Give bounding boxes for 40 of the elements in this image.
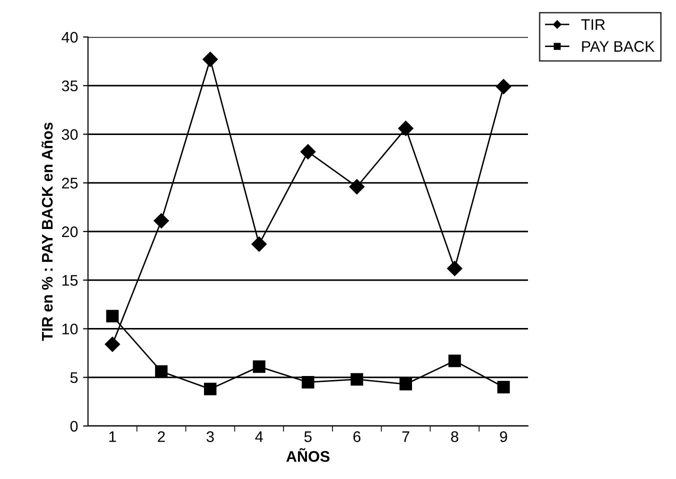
y-tick-label: 5: [70, 372, 78, 384]
point: [497, 380, 510, 394]
x-tick-label: 9: [500, 431, 508, 442]
point: [106, 310, 119, 322]
point: [448, 354, 461, 368]
point: [447, 260, 462, 276]
point: [252, 360, 266, 373]
point: [302, 376, 314, 388]
point: [300, 144, 316, 160]
x-tick-label: 2: [158, 431, 165, 442]
x-tick-label: 4: [255, 431, 263, 442]
y-tick-label: 40: [62, 32, 78, 43]
x-axis-title: AÑOS: [286, 448, 330, 462]
x-tick-label: 8: [451, 431, 458, 442]
legend-label: TIR: [581, 19, 605, 30]
y-tick-label: 30: [62, 129, 78, 140]
point: [252, 236, 267, 252]
y-axis-title: TIR en % : PAY BACK en Años: [42, 122, 53, 341]
legend-label: PAY BACK: [582, 41, 655, 52]
point: [400, 378, 412, 390]
y-tick-label: 10: [62, 324, 78, 334]
point: [496, 79, 512, 94]
y-tick-label: 25: [62, 178, 78, 189]
point: [104, 336, 120, 352]
point: [155, 365, 168, 378]
x-tick-label: 1: [109, 431, 116, 442]
point: [349, 179, 364, 194]
point: [350, 373, 364, 386]
point: [398, 120, 414, 136]
x-tick-label: 5: [304, 431, 312, 442]
point: [154, 213, 169, 228]
point: [202, 52, 218, 67]
y-tick-label: 0: [70, 420, 78, 432]
x-tick-label: 6: [353, 431, 360, 442]
x-tick-label: 7: [402, 431, 410, 442]
y-tick-label: 15: [62, 275, 78, 286]
y-tick-label: 35: [62, 80, 78, 92]
x-tick-label: 3: [206, 431, 214, 442]
y-tick-label: 20: [62, 226, 78, 238]
point: [204, 382, 216, 396]
